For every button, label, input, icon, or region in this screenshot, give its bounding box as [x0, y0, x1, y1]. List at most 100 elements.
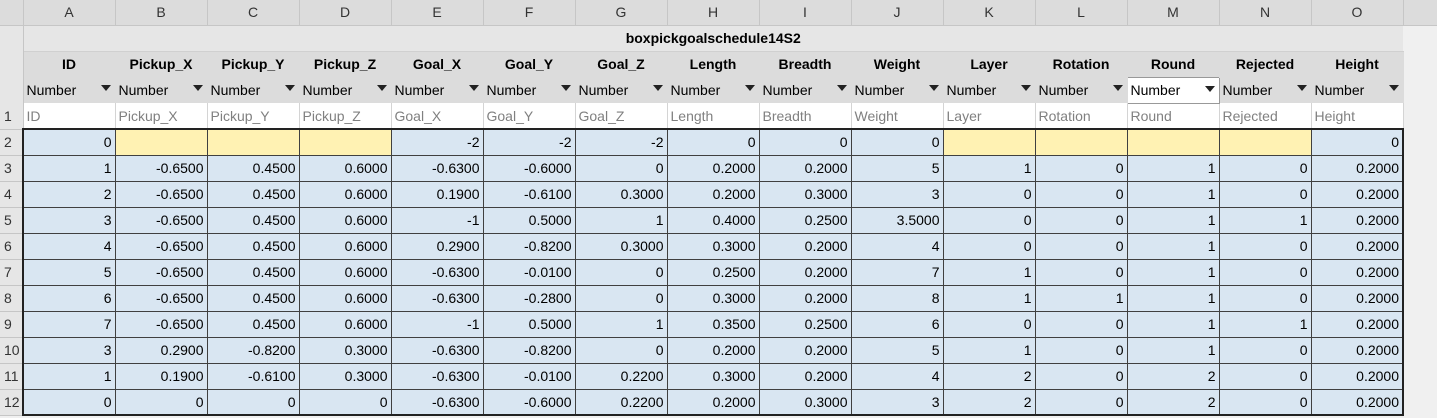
- data-cell[interactable]: 1: [943, 337, 1036, 364]
- field-name-breadth[interactable]: Breadth: [759, 51, 852, 77]
- data-cell[interactable]: -0.6500: [115, 259, 208, 286]
- field-name-rejected[interactable]: Rejected: [1219, 51, 1312, 77]
- column-header-c[interactable]: C: [207, 0, 300, 26]
- data-cell[interactable]: 0: [575, 337, 668, 364]
- header-cell[interactable]: Weight: [851, 103, 944, 130]
- header-cell[interactable]: Pickup_X: [115, 103, 208, 130]
- data-cell[interactable]: 0.2200: [575, 363, 668, 390]
- data-cell[interactable]: -1: [391, 207, 484, 234]
- data-cell[interactable]: 0.3000: [575, 181, 668, 208]
- field-name-goal_z[interactable]: Goal_Z: [575, 51, 668, 77]
- chevron-down-icon[interactable]: [100, 85, 111, 91]
- type-dropdown-b[interactable]: Number: [115, 77, 208, 103]
- data-cell[interactable]: 0: [1035, 207, 1128, 234]
- data-cell[interactable]: [207, 129, 300, 156]
- data-cell[interactable]: 0: [943, 311, 1036, 338]
- column-header-g[interactable]: G: [575, 0, 668, 26]
- data-cell[interactable]: 0.3000: [667, 285, 760, 312]
- data-cell[interactable]: 1: [1127, 311, 1220, 338]
- data-cell[interactable]: 0: [1219, 155, 1312, 182]
- data-cell[interactable]: 0.2000: [1311, 363, 1404, 390]
- header-cell[interactable]: Round: [1127, 103, 1220, 130]
- data-cell[interactable]: -0.0100: [483, 363, 576, 390]
- data-cell[interactable]: 1: [1127, 285, 1220, 312]
- type-dropdown-c[interactable]: Number: [207, 77, 300, 103]
- data-cell[interactable]: 2: [1127, 389, 1220, 416]
- data-cell[interactable]: 0: [1035, 311, 1128, 338]
- data-cell[interactable]: 0.6000: [299, 181, 392, 208]
- row-number[interactable]: 7: [0, 259, 24, 286]
- data-cell[interactable]: -0.6500: [115, 311, 208, 338]
- data-cell[interactable]: 0.2000: [759, 259, 852, 286]
- data-cell[interactable]: 0.2000: [1311, 337, 1404, 364]
- column-header-m[interactable]: M: [1127, 0, 1220, 26]
- data-cell[interactable]: 0.3000: [759, 389, 852, 416]
- data-cell[interactable]: 0: [943, 233, 1036, 260]
- data-cell[interactable]: 0.2000: [1311, 233, 1404, 260]
- field-name-id[interactable]: ID: [23, 51, 116, 77]
- data-cell[interactable]: 0: [115, 389, 208, 416]
- data-cell[interactable]: 0: [22, 129, 116, 156]
- field-name-round[interactable]: Round: [1127, 51, 1220, 77]
- data-cell[interactable]: 0.3000: [667, 233, 760, 260]
- data-cell[interactable]: 3: [22, 337, 116, 364]
- column-header-e[interactable]: E: [391, 0, 484, 26]
- data-cell[interactable]: -0.0100: [483, 259, 576, 286]
- chevron-down-icon[interactable]: [928, 85, 939, 91]
- data-cell[interactable]: 0.4500: [207, 181, 300, 208]
- header-cell[interactable]: Goal_X: [391, 103, 484, 130]
- data-cell[interactable]: 0.4500: [207, 285, 300, 312]
- column-header-o[interactable]: O: [1311, 0, 1404, 26]
- data-cell[interactable]: -0.8200: [207, 337, 300, 364]
- header-cell[interactable]: Layer: [943, 103, 1036, 130]
- data-cell[interactable]: 1: [1127, 207, 1220, 234]
- row-number[interactable]: 5: [0, 207, 24, 234]
- row-number[interactable]: 11: [0, 363, 24, 390]
- type-dropdown-e[interactable]: Number: [391, 77, 484, 103]
- data-cell[interactable]: 1: [1035, 285, 1128, 312]
- data-cell[interactable]: 0.2000: [667, 181, 760, 208]
- data-cell[interactable]: 4: [851, 363, 944, 390]
- row-number[interactable]: 6: [0, 233, 24, 260]
- data-cell[interactable]: 0.6000: [299, 233, 392, 260]
- data-cell[interactable]: 2: [943, 363, 1036, 390]
- row-number[interactable]: 12: [0, 389, 24, 416]
- data-cell[interactable]: 0.2000: [1311, 207, 1404, 234]
- data-cell[interactable]: -0.6300: [391, 363, 484, 390]
- row-number[interactable]: 8: [0, 285, 24, 312]
- data-cell[interactable]: 7: [22, 311, 116, 338]
- data-cell[interactable]: 1: [1127, 155, 1220, 182]
- chevron-down-icon[interactable]: [652, 85, 663, 91]
- header-cell[interactable]: Pickup_Z: [299, 103, 392, 130]
- data-cell[interactable]: 0: [667, 129, 760, 156]
- column-header-a[interactable]: A: [23, 0, 116, 26]
- data-cell[interactable]: 0.2000: [1311, 311, 1404, 338]
- data-cell[interactable]: 0: [22, 389, 116, 416]
- data-cell[interactable]: 0: [943, 181, 1036, 208]
- data-cell[interactable]: 0.6000: [299, 207, 392, 234]
- data-cell[interactable]: [115, 129, 208, 156]
- data-cell[interactable]: 0: [1219, 233, 1312, 260]
- data-cell[interactable]: -0.6300: [391, 337, 484, 364]
- data-cell[interactable]: -1: [391, 311, 484, 338]
- data-cell[interactable]: 0.2000: [759, 285, 852, 312]
- chevron-down-icon[interactable]: [468, 85, 479, 91]
- chevron-down-icon[interactable]: [1388, 85, 1399, 91]
- data-cell[interactable]: 1: [1127, 337, 1220, 364]
- data-cell[interactable]: [299, 129, 392, 156]
- data-cell[interactable]: 0: [851, 129, 944, 156]
- data-cell[interactable]: -0.6100: [483, 181, 576, 208]
- chevron-down-icon[interactable]: [836, 85, 847, 91]
- data-cell[interactable]: -0.6000: [483, 389, 576, 416]
- data-cell[interactable]: 1: [575, 207, 668, 234]
- field-name-layer[interactable]: Layer: [943, 51, 1036, 77]
- data-cell[interactable]: 1: [1127, 233, 1220, 260]
- data-cell[interactable]: 4: [22, 233, 116, 260]
- data-cell[interactable]: 0: [1035, 337, 1128, 364]
- type-dropdown-h[interactable]: Number: [667, 77, 760, 103]
- type-dropdown-n[interactable]: Number: [1219, 77, 1312, 103]
- data-cell[interactable]: 1: [943, 155, 1036, 182]
- column-header-i[interactable]: I: [759, 0, 852, 26]
- data-cell[interactable]: 3: [851, 389, 944, 416]
- field-name-pickup_x[interactable]: Pickup_X: [115, 51, 208, 77]
